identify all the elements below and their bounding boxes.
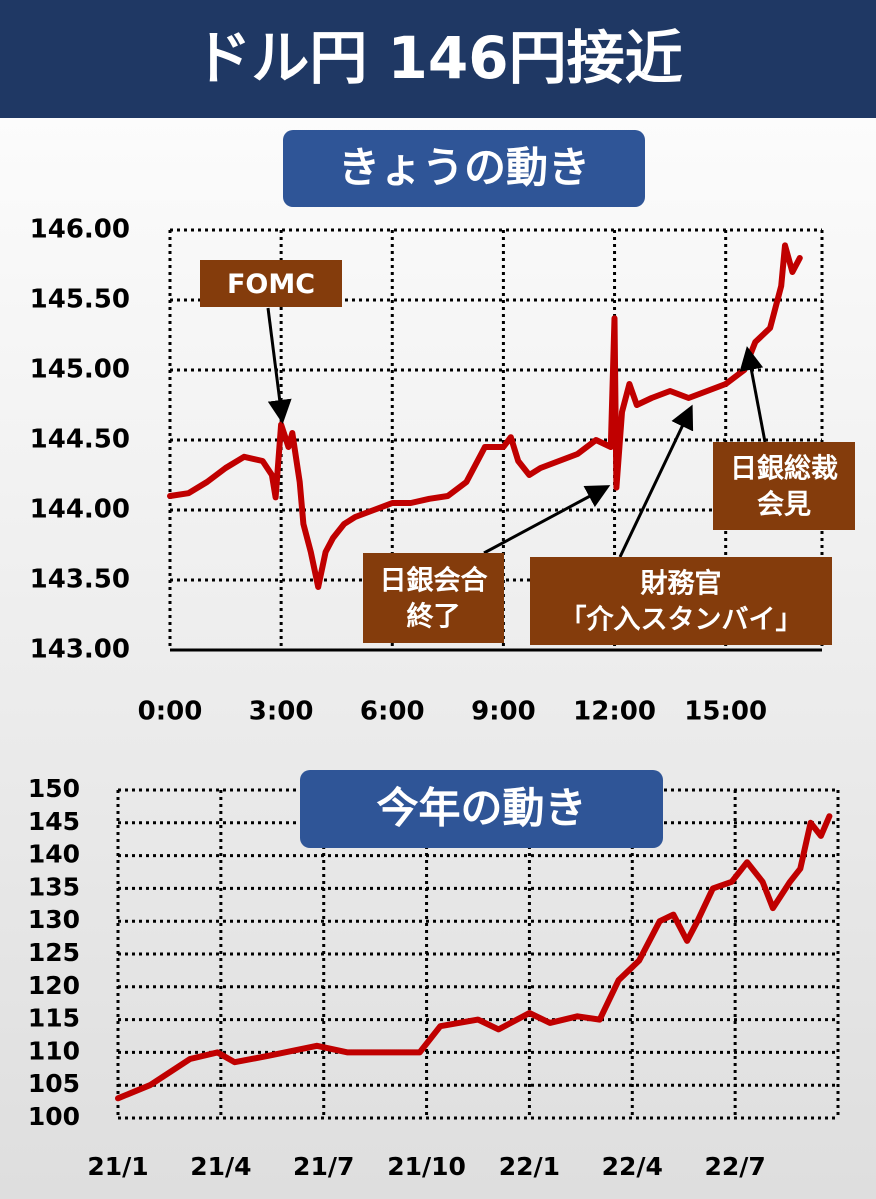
annotation-text: 終了 [407,601,461,633]
y-tick-label: 145 [28,807,80,836]
annotation-text: 財務官 [641,568,722,600]
annotation-text: FOMC [227,269,315,300]
price-line [115,813,833,1102]
annotation-arrow [618,404,694,558]
y-tick-label: 146.00 [30,215,130,245]
y-tick-label: 130 [28,905,80,934]
x-tick-label: 22/1 [499,1152,560,1181]
chart-title: きょうの動き [338,143,590,192]
y-tick-label: 100 [28,1102,80,1131]
x-tick-label: 6:00 [360,697,425,727]
annotation-arrow [266,307,292,424]
page-title: ドル円 146円接近 [193,24,682,92]
annotation-arrow [739,346,767,443]
x-tick-label: 21/4 [190,1152,251,1181]
annotation-box [713,442,855,530]
y-tick-label: 115 [28,1004,80,1033]
annotation-text: 「介入スタンバイ」 [560,604,803,636]
x-tick-label: 3:00 [249,697,314,727]
annotation-text: 日銀総裁 [730,453,838,485]
y-tick-label: 143.00 [30,635,130,665]
x-tick-label: 0:00 [138,697,203,727]
y-tick-label: 110 [28,1036,80,1065]
y-tick-label: 105 [28,1069,80,1098]
y-tick-label: 135 [28,872,80,901]
y-tick-label: 120 [28,971,80,1000]
x-tick-label: 21/7 [293,1152,354,1181]
annotation-box [530,557,832,645]
x-tick-label: 21/1 [87,1152,148,1181]
x-tick-label: 9:00 [471,697,536,727]
annotation-box [200,260,342,307]
x-tick-label: 22/4 [602,1152,663,1181]
y-tick-label: 144.00 [30,495,130,525]
annotation-text: 日銀会合 [380,565,488,597]
chart-title-box [300,770,663,848]
x-tick-label: 21/10 [387,1152,466,1181]
price-line [167,242,803,590]
y-tick-label: 145.00 [30,355,130,385]
chart-title: 今年の動き [376,784,586,833]
y-tick-label: 143.50 [30,565,130,595]
x-tick-label: 22/7 [704,1152,765,1181]
y-tick-label: 150 [28,774,80,803]
y-tick-label: 144.50 [30,425,130,455]
x-tick-label: 15:00 [684,697,767,727]
annotation-text: 会見 [757,490,811,521]
y-tick-label: 125 [28,938,80,967]
y-tick-label: 145.50 [30,285,130,315]
x-tick-label: 12:00 [573,697,656,727]
annotation-box [363,553,504,643]
y-tick-label: 140 [28,840,80,869]
annotation-arrow [483,485,611,555]
title-bar [0,0,876,118]
chart-title-box [283,130,645,207]
